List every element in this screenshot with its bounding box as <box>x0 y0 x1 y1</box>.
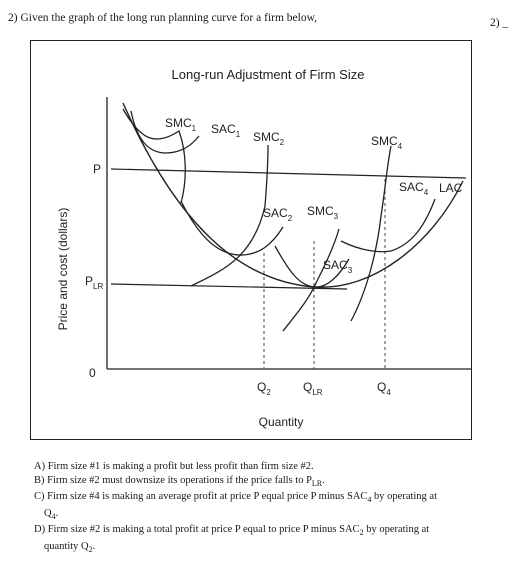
label-sac3: SAC3 <box>323 258 353 275</box>
label-smc2-top: SMC2 <box>253 130 285 147</box>
smc1-curve <box>122 108 186 204</box>
price-line-plr <box>110 283 348 290</box>
label-sac2: SAC2 <box>263 206 293 223</box>
choice-b[interactable]: B) Firm size #2 must downsize its operat… <box>34 474 325 488</box>
label-smc3: SMC3 <box>307 204 339 221</box>
sac2-curve <box>180 200 284 256</box>
sac3-curve <box>274 245 350 288</box>
x-tick-q4: Q4 <box>377 380 391 397</box>
x-axis-label: Quantity <box>259 415 304 429</box>
answer-choices: A) Firm size #1 is making a profit but l… <box>34 460 504 556</box>
graph-title: Long-run Adjustment of Firm Size <box>172 67 365 82</box>
x-tick-qlr: QLR <box>303 380 323 397</box>
graph-figure: Long-run Adjustment of Firm Size Price a… <box>30 40 472 440</box>
graph-canvas: Long-run Adjustment of Firm Size Price a… <box>56 67 471 429</box>
smc4-curve <box>350 145 392 322</box>
smc2-curve <box>190 144 269 287</box>
label-lac: LAC <box>439 181 463 195</box>
choice-c[interactable]: C) Firm size #4 is making an average pro… <box>34 491 438 521</box>
sac4-curve <box>340 198 436 253</box>
choice-a[interactable]: A) Firm size #1 is making a profit but l… <box>34 461 314 472</box>
price-line-p <box>110 168 467 179</box>
smc3-curve <box>282 228 340 332</box>
x-tick-q2: Q2 <box>257 380 271 397</box>
sac1-curve <box>130 110 200 154</box>
question-number: 2) _ <box>490 17 509 29</box>
question-prompt: 2) Given the graph of the long run plann… <box>8 12 318 24</box>
y-axis-label: Price and cost (dollars) <box>56 208 70 331</box>
lac-curve <box>122 102 464 288</box>
label-smc1: SMC1 <box>165 116 197 133</box>
choice-d[interactable]: D) Firm size #2 is making a total profit… <box>34 524 430 554</box>
label-sac4: SAC4 <box>399 180 429 197</box>
y-tick-zero: 0 <box>89 366 96 380</box>
label-smc4: SMC4 <box>371 134 403 151</box>
y-tick-p: P <box>93 162 101 176</box>
y-tick-plr: PLR <box>85 274 103 291</box>
label-sac1: SAC1 <box>211 122 241 139</box>
